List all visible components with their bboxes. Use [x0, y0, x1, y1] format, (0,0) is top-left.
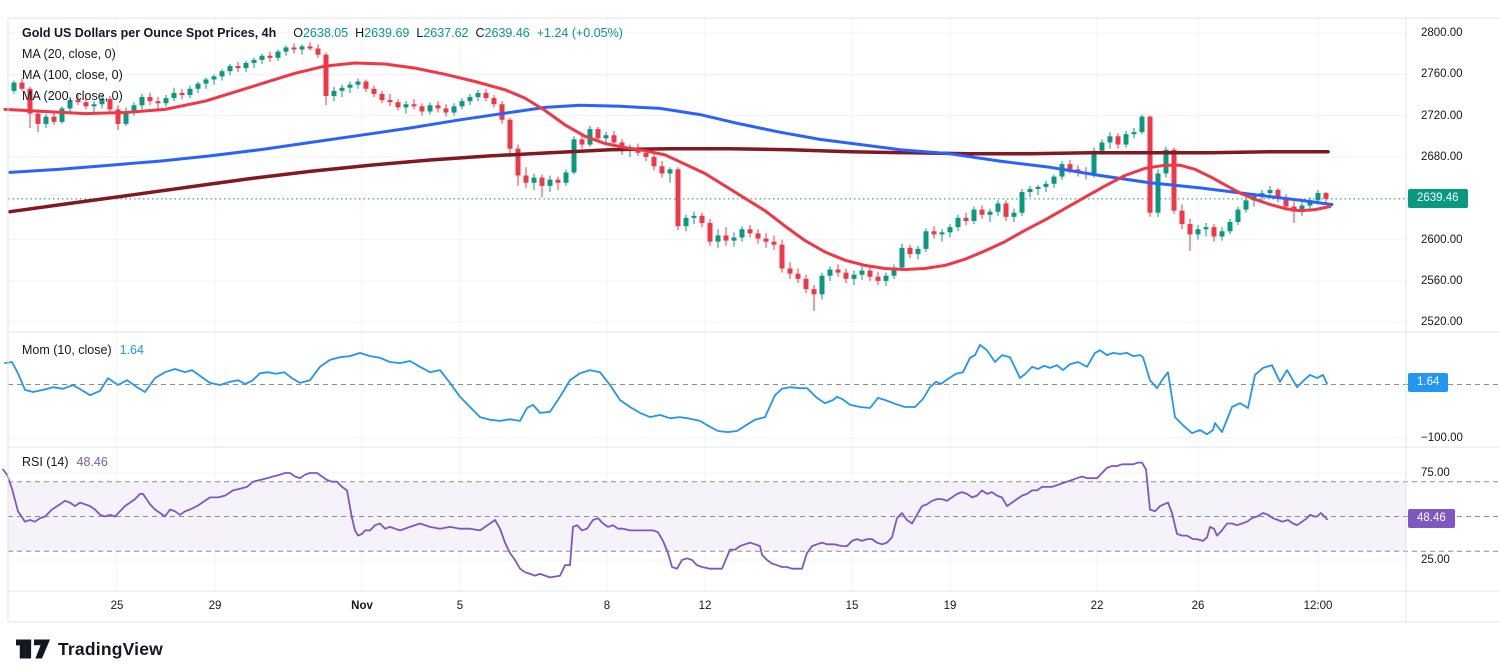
time-tick-label: 12:00 [1303, 600, 1333, 612]
last-price-badge[interactable]: 2639.46 [1408, 189, 1468, 208]
time-tick-label: 19 [943, 600, 957, 612]
momentum-tick-label: −100.00 [1421, 432, 1463, 444]
ma200-legend-row[interactable]: MA (200, close, 0) [22, 89, 123, 103]
price-tick-label: 2600.00 [1421, 234, 1463, 246]
ma100-legend-row[interactable]: MA (100, close, 0) [22, 68, 123, 82]
tradingview-watermark[interactable]: TradingView [16, 636, 163, 662]
momentum-label: Mom (10, close) [22, 343, 112, 357]
ma100-line [8, 103, 1334, 206]
price-tick-label: 2560.00 [1421, 275, 1463, 287]
price-tick-label: 2680.00 [1421, 151, 1463, 163]
time-tick-label: 26 [1191, 600, 1205, 612]
close-value: 2639.46 [484, 26, 530, 40]
time-tick-label: 22 [1090, 600, 1104, 612]
momentum-value: 1.64 [119, 343, 144, 357]
tradingview-logo-text: TradingView [58, 638, 163, 659]
symbol-title[interactable]: Gold US Dollars per Ounce Spot Prices, 4… [22, 26, 277, 40]
time-tick-label: 8 [603, 600, 611, 612]
time-tick-label: 15 [845, 600, 859, 612]
ma20-line [3, 61, 1332, 271]
time-tick-label: Nov [351, 600, 373, 612]
tradingview-logo-icon [16, 639, 50, 659]
ma200-line [8, 146, 1330, 214]
rsi-label: RSI (14) [22, 455, 69, 469]
price-tick-label: 2520.00 [1421, 316, 1463, 328]
price-tick-label: 2720.00 [1421, 110, 1463, 122]
momentum-value-badge[interactable]: 1.64 [1408, 373, 1449, 392]
open-value: 2638.05 [302, 26, 349, 40]
symbol-header-row[interactable]: Gold US Dollars per Ounce Spot Prices, 4… [22, 25, 623, 41]
high-label: H [355, 26, 365, 40]
price-tick-label: 2760.00 [1421, 68, 1463, 80]
time-tick-label: 25 [110, 600, 124, 612]
open-label: O [293, 26, 303, 40]
time-tick-label: 5 [456, 600, 464, 612]
momentum-header-row[interactable]: Mom (10, close) 1.64 [22, 343, 144, 358]
low-value: 2637.62 [423, 26, 469, 40]
ma20-legend-row[interactable]: MA (20, close, 0) [22, 47, 116, 61]
rsi-line [2, 461, 1328, 579]
rsi-value: 48.46 [76, 455, 108, 469]
high-value: 2639.69 [364, 26, 410, 40]
rsi-header-row[interactable]: RSI (14) 48.46 [22, 455, 108, 470]
legend: Gold US Dollars per Ounce Spot Prices, 4… [22, 25, 623, 109]
change-value: +1.24 (+0.05%) [536, 26, 623, 40]
price-tick-label: 2800.00 [1421, 27, 1463, 39]
rsi-tick-label: 75.00 [1421, 467, 1450, 479]
rsi-value-badge[interactable]: 48.46 [1408, 509, 1455, 528]
low-label: L [416, 26, 424, 40]
momentum-line [4, 343, 1328, 436]
time-tick-label: 12 [698, 600, 712, 612]
close-label: C [475, 26, 485, 40]
rsi-tick-label: 25.00 [1421, 554, 1450, 566]
time-tick-label: 29 [208, 600, 222, 612]
